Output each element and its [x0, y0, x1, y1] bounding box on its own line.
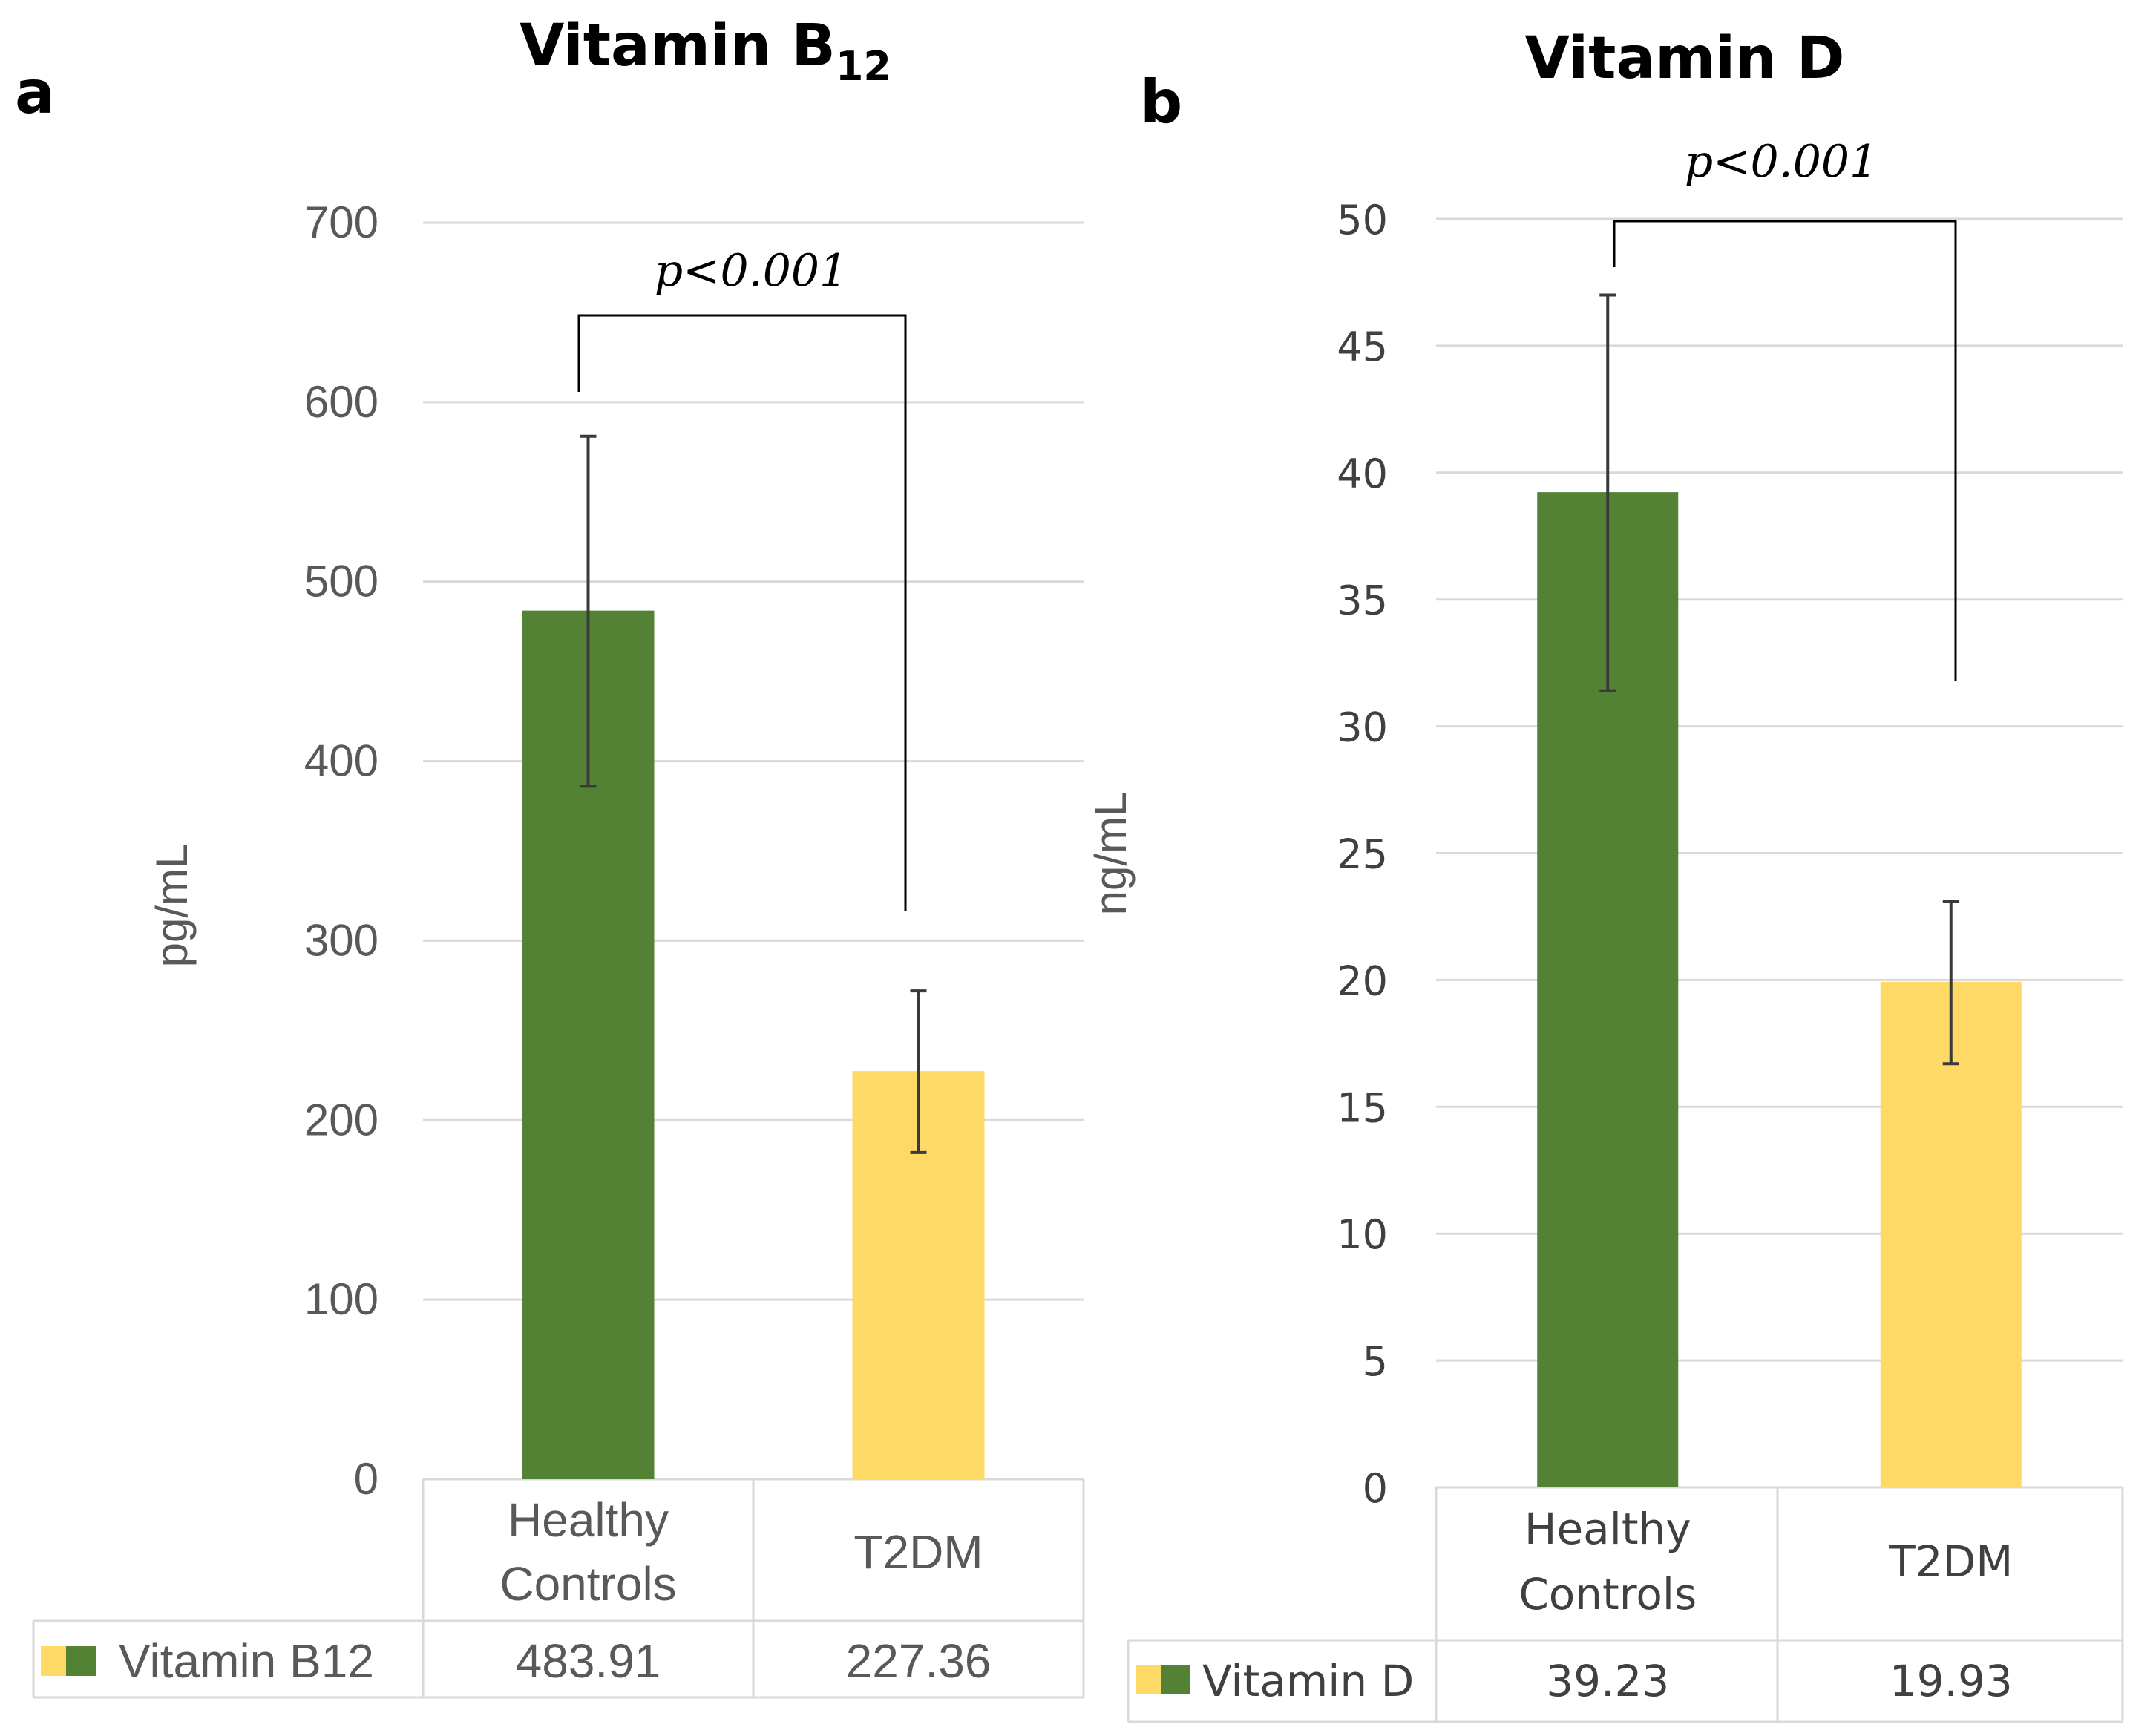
category-label: Controls — [499, 1557, 676, 1611]
y-tick-label: 50 — [1337, 197, 1388, 243]
y-tick-label: 0 — [354, 1454, 379, 1504]
legend-key-healthy — [66, 1646, 96, 1676]
y-tick-label: 40 — [1337, 451, 1388, 497]
category-label: Healthy — [1524, 1504, 1691, 1554]
panel-a-ylabel: pg/mL — [147, 844, 197, 968]
panel-b-p-value: p<0.001 — [1685, 136, 1878, 188]
y-tick-label: 20 — [1337, 957, 1388, 1004]
y-tick-label: 0 — [1363, 1465, 1388, 1512]
panel-b-title: Vitamin D — [1524, 25, 1844, 92]
category-label: T2DM — [853, 1525, 983, 1579]
y-tick-label: 30 — [1337, 704, 1388, 751]
y-tick-label: 500 — [304, 557, 379, 606]
y-tick-label: 10 — [1337, 1211, 1388, 1258]
data-table-grid — [1127, 1487, 2124, 1723]
y-tick-label: 15 — [1337, 1084, 1388, 1131]
panel-b-letter: b — [1140, 68, 1182, 137]
panel-a-p-value: p<0.001 — [655, 245, 848, 297]
data-label: 19.93 — [1890, 1656, 2013, 1706]
panel-a-chart: a Vitamin B12 pg/mL p<0.001 0 100 200 300 40… — [15, 13, 1085, 1699]
y-tick-label: 600 — [304, 377, 379, 427]
category-label: Controls — [1518, 1569, 1697, 1619]
y-tick-label: 5 — [1363, 1338, 1388, 1385]
panel-a-letter: a — [15, 58, 55, 127]
y-tick-label: 300 — [304, 915, 379, 965]
y-tick-label: 100 — [304, 1274, 379, 1324]
panel-b-significance-bracket — [1613, 220, 1957, 681]
y-tick-label: 700 — [304, 197, 379, 247]
legend-key-t2dm — [41, 1646, 69, 1676]
data-label: 483.91 — [516, 1634, 661, 1688]
y-tick-label: 35 — [1337, 577, 1388, 624]
bar-t2dm — [1880, 981, 2022, 1487]
panel-a-title: Vitamin B12 — [520, 13, 891, 90]
y-tick-label: 25 — [1337, 831, 1388, 878]
y-tick-label: 45 — [1337, 324, 1388, 370]
panel-a-significance-bracket — [577, 314, 907, 911]
category-label: Healthy — [508, 1493, 669, 1547]
data-label: 39.23 — [1546, 1656, 1669, 1706]
legend-key-t2dm — [1136, 1665, 1164, 1694]
data-table-grid — [32, 1479, 1085, 1699]
panel-b-chart: b Vitamin D ng/mL p<0.001 0 5 10 15 20 25 30 35… — [1086, 25, 2124, 1723]
data-label: 227.36 — [846, 1634, 992, 1688]
legend-series-label: Vitamin D — [1202, 1656, 1414, 1706]
category-label: T2DM — [1888, 1536, 2013, 1587]
legend-series-label: Vitamin B12 — [119, 1634, 374, 1688]
y-tick-label: 400 — [304, 736, 379, 786]
y-tick-label: 200 — [304, 1095, 379, 1144]
panel-b-ylabel: ng/mL — [1086, 792, 1136, 916]
legend-key-healthy — [1161, 1665, 1190, 1694]
